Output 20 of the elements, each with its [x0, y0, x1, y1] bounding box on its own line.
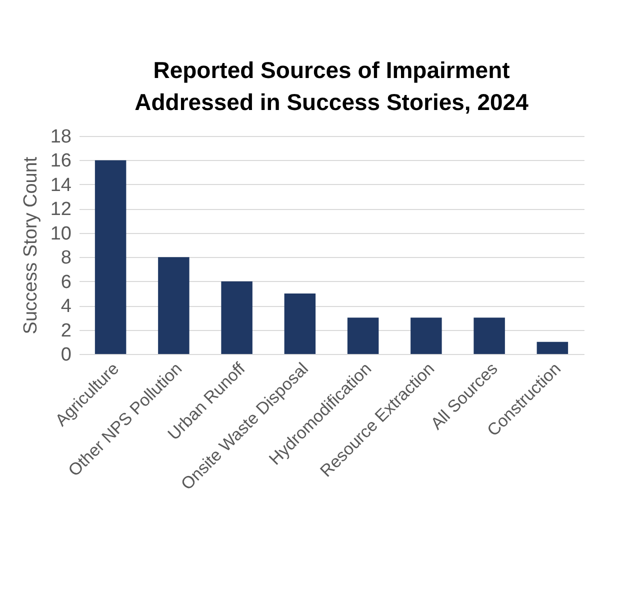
y-tick-label: 2 [60, 320, 72, 342]
bar [474, 318, 505, 354]
y-tick-label: 0 [60, 344, 72, 366]
y-tick-label: 6 [60, 272, 72, 293]
y-tick-label: 18 [50, 126, 72, 148]
y-axis-title: Success Story Count [20, 156, 42, 334]
y-tick-label: 8 [60, 248, 72, 269]
bar [347, 318, 379, 354]
bar [284, 293, 316, 354]
chart-title: Reported Sources of Impairment Addressed in Success Stories, 2024 [134, 57, 529, 115]
y-tick-label: 12 [50, 199, 72, 220]
y-tick-label: 10 [50, 223, 72, 244]
bar [536, 342, 568, 354]
bar [410, 318, 442, 354]
y-tick-label: 14 [50, 174, 72, 196]
bar [94, 160, 126, 354]
bar [158, 257, 190, 354]
bar [221, 281, 252, 354]
y-tick-label: 4 [60, 296, 72, 318]
y-tick-label: 16 [50, 150, 72, 172]
